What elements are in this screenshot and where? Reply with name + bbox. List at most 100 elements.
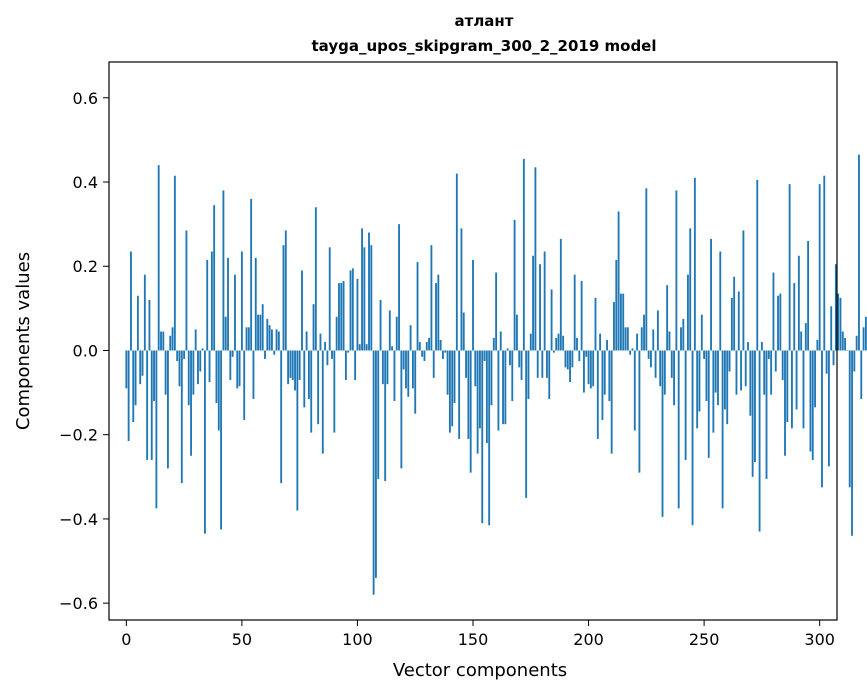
bar <box>321 350 324 454</box>
bar <box>613 302 615 351</box>
bar <box>162 331 165 351</box>
bar <box>294 350 296 391</box>
bar <box>687 274 689 351</box>
bar <box>264 350 266 359</box>
bar <box>552 350 555 353</box>
bar <box>234 274 236 351</box>
bar <box>261 304 264 351</box>
bar <box>141 350 144 376</box>
bar <box>578 350 581 362</box>
bar <box>855 335 858 351</box>
bar <box>515 314 518 351</box>
bar <box>458 350 461 439</box>
bar <box>379 299 382 351</box>
bar <box>793 283 796 351</box>
bar <box>386 350 389 385</box>
bar <box>749 350 752 416</box>
bar <box>227 257 229 351</box>
x-tick-label: 100 <box>342 630 373 649</box>
bar <box>499 331 502 351</box>
bar <box>786 350 789 423</box>
x-tick-label: 50 <box>232 630 252 649</box>
bar <box>661 350 664 517</box>
bar <box>784 350 786 456</box>
bar <box>756 179 759 351</box>
bar <box>603 350 606 395</box>
bar <box>576 337 578 351</box>
bar <box>448 350 451 433</box>
bar <box>206 259 209 351</box>
bar <box>236 350 239 389</box>
bar <box>370 245 373 351</box>
bar <box>777 295 779 351</box>
bar <box>287 350 290 385</box>
bar <box>148 299 151 351</box>
bar <box>860 350 863 399</box>
bar <box>178 350 181 387</box>
bar <box>677 350 680 509</box>
bar <box>405 350 407 389</box>
bar <box>730 297 733 351</box>
bar <box>747 342 749 351</box>
bar <box>770 350 773 395</box>
bar <box>180 350 183 484</box>
bar <box>543 251 546 351</box>
bar <box>717 350 719 406</box>
bar <box>723 350 726 410</box>
bar <box>580 280 583 351</box>
bar <box>684 350 687 460</box>
bar <box>335 316 338 351</box>
x-tick-label: 150 <box>458 630 489 649</box>
bar <box>391 346 394 351</box>
bar <box>719 251 722 351</box>
bar <box>303 350 306 408</box>
bar <box>125 350 128 389</box>
bar <box>146 350 149 460</box>
bar <box>208 350 211 383</box>
bar <box>483 350 486 362</box>
bar <box>469 350 472 473</box>
bar <box>139 350 142 385</box>
bar <box>384 350 387 482</box>
bar <box>492 337 495 351</box>
bar <box>153 350 155 402</box>
bar <box>721 350 724 509</box>
y-axis: −0.6 −0.4 −0.2 0.0 0.2 0.4 0.6 <box>59 89 109 613</box>
bar <box>772 272 775 351</box>
bar <box>638 350 641 473</box>
bar <box>319 333 322 351</box>
bar <box>645 188 648 351</box>
bar <box>430 245 433 351</box>
bar <box>548 350 551 399</box>
bar <box>525 350 528 498</box>
bar <box>624 327 627 351</box>
bar <box>522 158 525 351</box>
bar <box>488 350 491 526</box>
bar <box>136 295 139 351</box>
bar <box>314 207 317 351</box>
bar <box>566 350 569 370</box>
bar <box>791 350 793 429</box>
bar <box>338 283 340 351</box>
bar <box>333 350 336 433</box>
bar <box>700 314 703 351</box>
bar <box>518 350 521 368</box>
bar <box>696 350 699 429</box>
bar <box>754 350 756 463</box>
bar <box>349 270 352 351</box>
bar <box>816 339 819 351</box>
bar <box>423 350 426 362</box>
bar <box>592 350 595 387</box>
bar <box>414 350 417 414</box>
bar <box>583 350 585 393</box>
y-tick-label: −0.6 <box>59 594 98 613</box>
bar <box>601 350 604 420</box>
y-axis-label: Components values <box>13 252 34 430</box>
bar <box>663 350 666 395</box>
bar <box>643 314 645 351</box>
bar <box>305 331 308 351</box>
bar <box>407 350 410 397</box>
bar <box>275 329 278 351</box>
